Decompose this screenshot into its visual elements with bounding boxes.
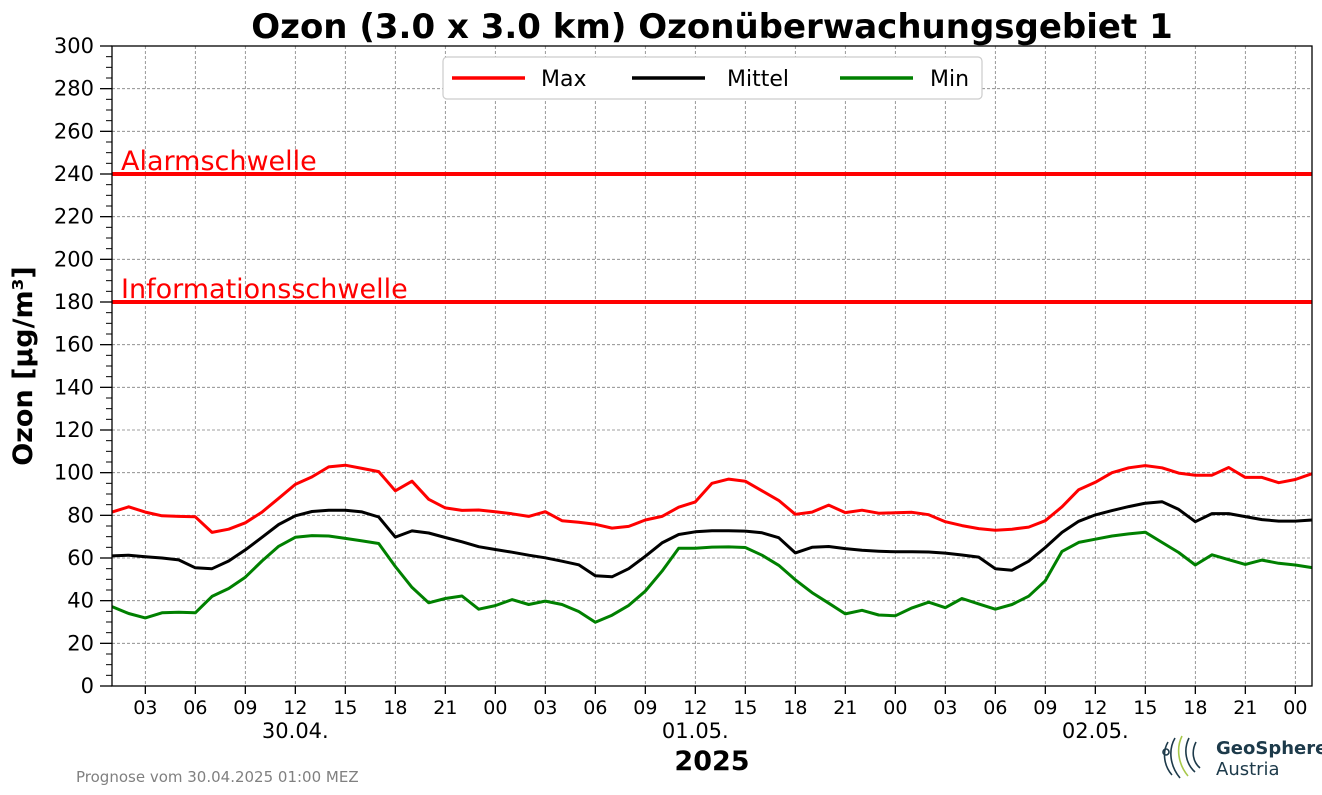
x-tick-label: 06 [983, 697, 1007, 719]
x-tick-label: 06 [583, 697, 607, 719]
y-tick-label: 20 [67, 631, 94, 655]
threshold-label: Informationsschwelle [121, 274, 408, 305]
y-tick-label: 60 [67, 546, 94, 570]
y-tick-label: 240 [54, 162, 94, 186]
y-axis-ticks: 0 20 40 60 80 100 120 140 160 180 200 220 240 260 280 3… [54, 34, 112, 698]
x-tick-label: 00 [483, 697, 507, 719]
y-tick-label: 120 [54, 418, 94, 442]
x-tick-label: 15 [733, 697, 757, 719]
date-label: 30.04. [262, 719, 329, 743]
logo-name: GeoSphere [1216, 738, 1322, 759]
date-label: 01.05. [662, 719, 729, 743]
plot-frame [111, 45, 1313, 687]
x-tick-label: 09 [633, 697, 657, 719]
y-tick-label: 160 [54, 333, 94, 357]
y-axis-label: Ozon [µg/m³] [8, 266, 39, 466]
x-tick-label: 21 [1233, 697, 1257, 719]
x-tick-label: 09 [233, 697, 257, 719]
x-tick-label: 09 [1033, 697, 1057, 719]
data-series [111, 463, 1313, 624]
y-tick-label: 200 [54, 247, 94, 271]
y-tick-label: 40 [67, 589, 94, 613]
x-tick-label: 21 [833, 697, 857, 719]
x-tick-label: 12 [1083, 697, 1107, 719]
y-tick-label: 260 [54, 119, 94, 143]
x-tick-label: 18 [1183, 697, 1207, 719]
x-tick-label: 03 [133, 697, 157, 719]
threshold-label: Alarmschwelle [121, 146, 317, 177]
y-tick-label: 300 [54, 34, 94, 58]
series-line-max [111, 463, 1313, 534]
legend-label-min: Min [930, 67, 969, 92]
series-line-min [111, 530, 1313, 624]
x-tick-label: 21 [433, 697, 457, 719]
x-tick-label: 15 [333, 697, 357, 719]
x-tick-label: 12 [683, 697, 707, 719]
legend: Max Mittel Min [442, 56, 983, 100]
x-tick-label: 18 [783, 697, 807, 719]
x-tick-label: 06 [183, 697, 207, 719]
y-tick-label: 280 [54, 77, 94, 101]
x-tick-label: 15 [1133, 697, 1157, 719]
x-tick-label: 00 [883, 697, 907, 719]
forecast-footnote: Prognose vom 30.04.2025 01:00 MEZ [76, 768, 359, 786]
y-tick-label: 180 [54, 290, 94, 314]
x-tick-label: 03 [933, 697, 957, 719]
geosphere-logo-mark [1162, 735, 1201, 779]
y-tick-label: 140 [54, 375, 94, 399]
series-line-mittel [111, 500, 1313, 579]
x-axis-ticks: 03 06 09 12 15 18 21 00 03 06 09 12 15 18 21 00 03 06 09 12… [133, 686, 1307, 743]
x-tick-label: 18 [383, 697, 407, 719]
grid [112, 46, 1312, 686]
legend-box [442, 56, 983, 100]
geosphere-logo: GeoSphere Austria [1162, 735, 1322, 780]
y-tick-label: 100 [54, 461, 94, 485]
x-tick-label: 12 [283, 697, 307, 719]
x-tick-label: 00 [1283, 697, 1307, 719]
x-axis-label: 2025 [674, 746, 749, 777]
x-tick-label: 03 [533, 697, 557, 719]
date-label: 02.05. [1062, 719, 1129, 743]
chart-title: Ozon (3.0 x 3.0 km) Ozonüberwachungsgebi… [251, 7, 1172, 47]
legend-label-mittel: Mittel [727, 67, 789, 92]
y-tick-label: 0 [81, 674, 94, 698]
legend-label-max: Max [541, 67, 586, 92]
y-tick-label: 220 [54, 205, 94, 229]
y-tick-label: 80 [67, 503, 94, 527]
threshold-lines: Alarmschwelle Informationsschwelle [112, 146, 1312, 305]
logo-subname: Austria [1216, 759, 1280, 780]
